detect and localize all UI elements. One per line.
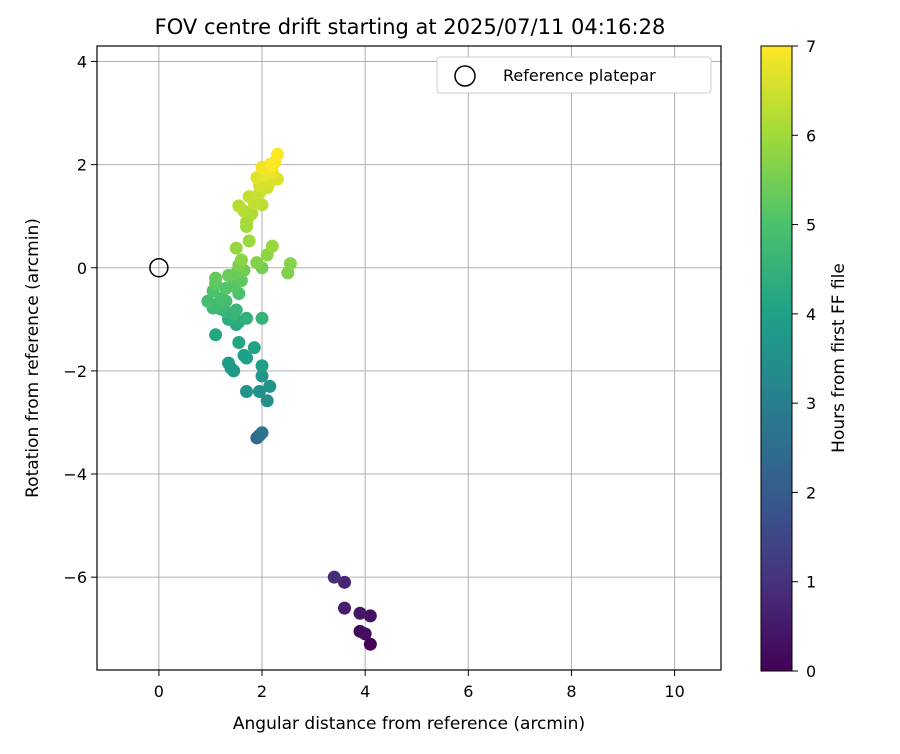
data-point <box>201 294 215 308</box>
axis-ticks: 0 2 4 6 8 10 −6 −4 −2 0 2 4 <box>63 52 684 701</box>
y-tick-label: −6 <box>63 568 87 587</box>
grid <box>97 46 721 670</box>
colorbar-tick-label: 1 <box>806 573 816 592</box>
legend-label: Reference platepar <box>503 66 656 85</box>
x-axis-label: Angular distance from reference (arcmin) <box>233 714 585 734</box>
x-tick-label: 0 <box>154 682 164 701</box>
data-point <box>260 394 274 408</box>
data-point <box>263 379 277 393</box>
colorbar: 0 1 2 3 4 5 6 7 Hours from first FF file <box>760 37 849 681</box>
y-tick-label: 4 <box>77 52 87 71</box>
data-point <box>338 601 352 615</box>
data-point <box>363 609 377 623</box>
x-tick-label: 6 <box>463 682 473 701</box>
data-point <box>270 147 284 161</box>
data-point <box>250 256 264 270</box>
legend: Reference platepar <box>436 56 712 94</box>
y-tick-label: 0 <box>77 259 87 278</box>
data-point <box>252 385 266 399</box>
x-tick-label: 4 <box>360 682 370 701</box>
data-point <box>229 303 243 317</box>
data-point <box>247 341 261 355</box>
legend-box <box>436 56 712 94</box>
data-point <box>234 253 248 267</box>
data-point <box>363 637 377 651</box>
colorbar-tick-label: 6 <box>806 126 816 145</box>
scatter-points <box>201 147 377 651</box>
colorbar-tick-label: 3 <box>806 394 816 413</box>
x-tick-label: 2 <box>257 682 267 701</box>
data-point <box>255 426 269 440</box>
y-tick-label: 2 <box>77 156 87 175</box>
data-point <box>353 606 367 620</box>
colorbar-tick-label: 5 <box>806 216 816 235</box>
data-point <box>240 385 254 399</box>
data-point <box>255 369 269 383</box>
data-point <box>358 627 372 641</box>
data-point <box>242 234 256 248</box>
data-point <box>338 575 352 589</box>
colorbar-tick-label: 2 <box>806 483 816 502</box>
y-tick-label: −4 <box>63 465 87 484</box>
x-tick-label: 8 <box>566 682 576 701</box>
data-point <box>209 271 223 285</box>
data-point <box>283 257 297 271</box>
colorbar-tick-label: 4 <box>806 305 816 324</box>
data-point <box>255 359 269 373</box>
data-point <box>265 239 279 253</box>
colorbar-tick-label: 0 <box>806 662 816 681</box>
y-axis-label: Rotation from reference (arcmin) <box>23 218 43 498</box>
data-point <box>237 348 251 362</box>
colorbar-ticks: 0 1 2 3 4 5 6 7 <box>792 37 816 681</box>
colorbar-label: Hours from first FF file <box>829 263 849 453</box>
data-point <box>229 241 243 255</box>
x-tick-label: 10 <box>664 682 684 701</box>
data-point <box>222 356 236 370</box>
data-point <box>242 190 256 204</box>
chart-title: FOV centre drift starting at 2025/07/11 … <box>155 15 666 39</box>
data-point <box>232 199 246 213</box>
colorbar-gradient <box>760 45 793 672</box>
reference-marker <box>149 258 169 278</box>
plot-frame <box>96 45 722 671</box>
data-point <box>265 159 279 173</box>
data-point <box>232 336 246 350</box>
data-point <box>209 328 223 342</box>
legend-marker-icon <box>454 65 476 87</box>
data-point <box>240 311 254 325</box>
data-point <box>327 570 341 584</box>
y-tick-label: −2 <box>63 362 87 381</box>
colorbar-tick-label: 7 <box>806 37 816 56</box>
data-point <box>255 311 269 325</box>
